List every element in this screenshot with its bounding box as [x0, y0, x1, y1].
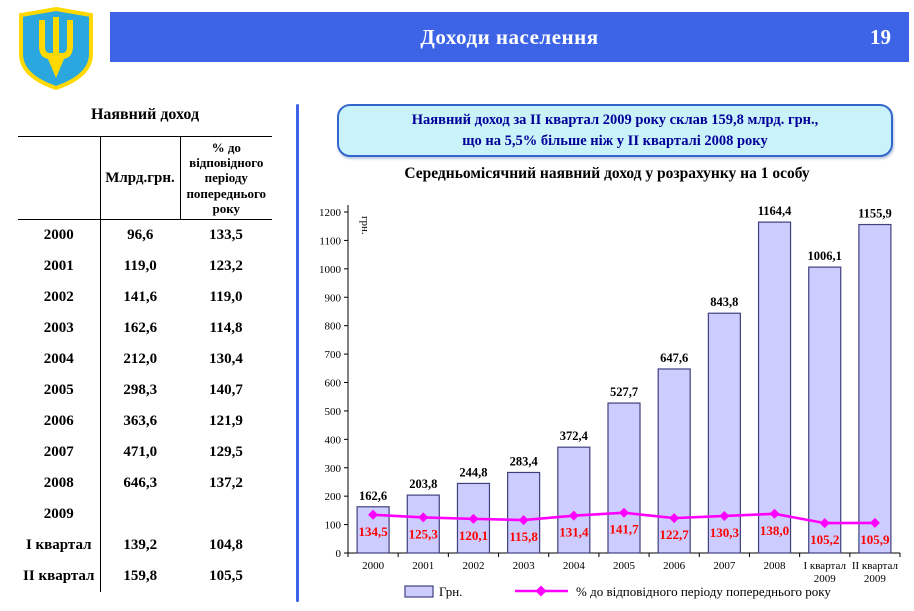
svg-text:131,4: 131,4	[559, 525, 589, 540]
svg-text:300: 300	[325, 463, 342, 475]
svg-text:141,7: 141,7	[609, 522, 639, 537]
svg-text:100: 100	[325, 520, 342, 532]
page-title: Доходи населення	[420, 24, 599, 49]
svg-text:244,8: 244,8	[459, 465, 487, 479]
svg-text:500: 500	[325, 406, 342, 418]
svg-text:1100: 1100	[319, 235, 341, 247]
svg-text:843,8: 843,8	[710, 295, 738, 309]
column-header-percent: % до відповідного періоду попереднього р…	[180, 136, 272, 220]
svg-text:1164,4: 1164,4	[758, 204, 792, 218]
table-row: 2003 162,6 114,8	[18, 313, 272, 344]
table-row: 2009	[18, 499, 272, 530]
svg-text:120,1: 120,1	[459, 528, 488, 543]
svg-text:грн.: грн.	[359, 216, 371, 235]
svg-text:162,6: 162,6	[359, 489, 387, 503]
svg-text:700: 700	[325, 349, 342, 361]
svg-text:2008: 2008	[764, 560, 787, 572]
svg-text:2006: 2006	[663, 560, 686, 572]
svg-text:600: 600	[325, 378, 342, 390]
table-row: 2007 471,0 129,5	[18, 437, 272, 468]
trident-icon	[39, 17, 73, 60]
svg-text:2009: 2009	[864, 573, 887, 585]
svg-text:527,7: 527,7	[610, 385, 638, 399]
svg-text:372,4: 372,4	[560, 429, 589, 443]
table-title: Наявний доход	[90, 106, 200, 123]
svg-text:1200: 1200	[319, 207, 342, 219]
svg-text:203,8: 203,8	[409, 477, 437, 491]
vertical-divider	[296, 104, 299, 602]
svg-text:2000: 2000	[362, 560, 385, 572]
svg-text:І квартал: І квартал	[804, 560, 847, 572]
title-banner: Доходи населення 19	[110, 12, 909, 62]
income-table-header: Млрд.грн. % до відповідного періоду попе…	[18, 136, 272, 220]
svg-text:647,6: 647,6	[660, 351, 688, 365]
svg-text:105,2: 105,2	[810, 532, 839, 547]
column-header-billions: Млрд.грн.	[99, 136, 181, 220]
svg-text:105,9: 105,9	[860, 532, 890, 547]
svg-text:ІІ квартал: ІІ квартал	[852, 560, 899, 572]
table-row: 2008 646,3 137,2	[18, 468, 272, 499]
callout-line-2: що на 5,5% більше ніж у ІІ кварталі 2008…	[462, 132, 768, 149]
income-chart-svg: 0 100 200 300 400 500 600 700 800 900 1000 1100 1200…	[319, 204, 901, 599]
income-table: Млрд.грн. % до відповідного періоду попе…	[18, 136, 272, 592]
svg-text:Грн.: Грн.	[439, 584, 462, 599]
svg-text:122,7: 122,7	[660, 527, 690, 542]
svg-text:200: 200	[325, 491, 342, 503]
svg-text:900: 900	[325, 292, 342, 304]
chart-title: Середньомісячний наявний доход у розраху…	[404, 165, 810, 182]
table-row: 2004 212,0 130,4	[18, 344, 272, 375]
svg-text:283,4: 283,4	[510, 454, 539, 468]
svg-text:115,8: 115,8	[509, 529, 538, 544]
table-row: 2001 119,0 123,2	[18, 251, 272, 282]
svg-text:134,5: 134,5	[358, 524, 388, 539]
svg-text:2009: 2009	[814, 573, 837, 585]
svg-text:1000: 1000	[319, 264, 342, 276]
trident-base	[48, 59, 64, 78]
svg-text:2005: 2005	[613, 560, 636, 572]
summary-callout: Наявний доход за ІІ квартал 2009 року ск…	[337, 104, 893, 157]
ukraine-coat-of-arms-icon	[19, 6, 93, 91]
svg-text:400: 400	[325, 434, 342, 446]
svg-text:138,0: 138,0	[760, 523, 789, 538]
table-row: 2006 363,6 121,9	[18, 406, 272, 437]
callout-line-1: Наявний доход за ІІ квартал 2009 року ск…	[411, 112, 819, 129]
table-row: І квартал 139,2 104,8	[18, 530, 272, 561]
svg-text:% до відповідного періоду попе: % до відповідного періоду попереднього р…	[576, 584, 831, 599]
svg-text:125,3: 125,3	[409, 526, 439, 541]
svg-text:130,3: 130,3	[710, 525, 740, 540]
svg-text:2001: 2001	[412, 560, 434, 572]
svg-text:800: 800	[325, 321, 342, 333]
table-row: 2005 298,3 140,7	[18, 375, 272, 406]
table-row: ІІ квартал 159,8 105,5	[18, 561, 272, 592]
table-row: 2000 96,6 133,5	[18, 219, 272, 251]
svg-text:2007: 2007	[713, 560, 736, 572]
svg-text:0: 0	[336, 548, 342, 560]
svg-text:1006,1: 1006,1	[808, 249, 842, 263]
svg-text:2002: 2002	[462, 560, 484, 572]
svg-text:2003: 2003	[513, 560, 536, 572]
table-row: 2002 141,6 119,0	[18, 282, 272, 313]
column-header-period	[18, 136, 100, 220]
svg-text:2004: 2004	[563, 560, 586, 572]
page-number: 19	[870, 24, 891, 49]
income-table-body: 2000 96,6 133,5 2001 119,0 123,2 2002 141,6 119,…	[18, 219, 272, 592]
chart-area: 0 100 200 300 400 500 600 700 800 900 1000 1100 1200…	[300, 190, 914, 610]
svg-text:1155,9: 1155,9	[858, 207, 892, 221]
